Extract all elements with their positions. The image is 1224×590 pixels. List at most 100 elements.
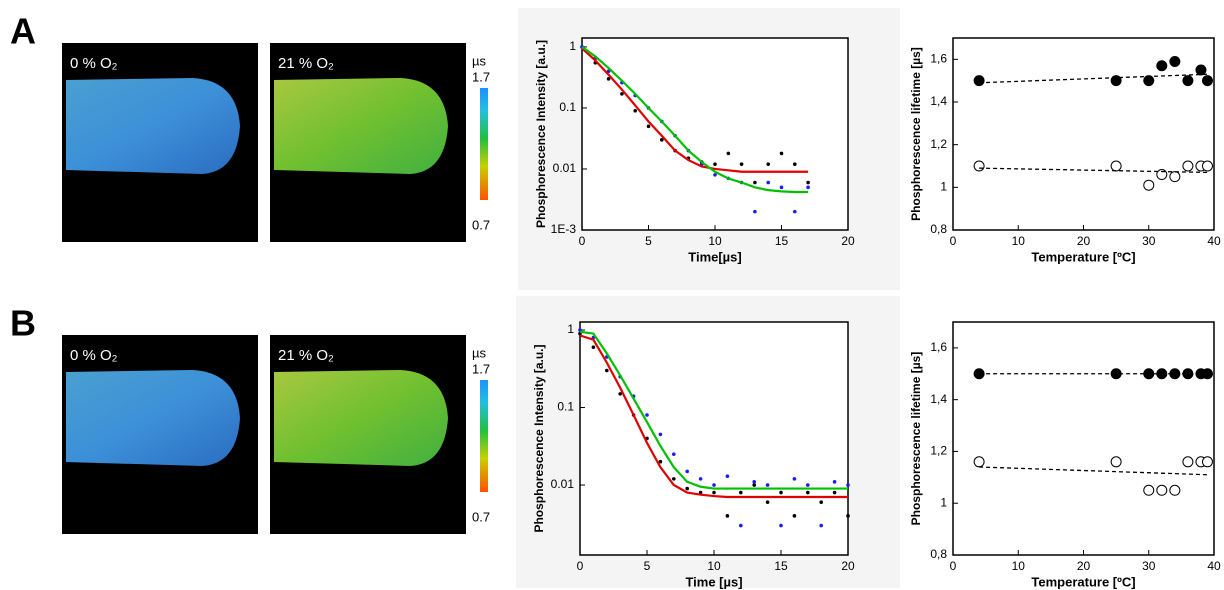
data-point [1143, 179, 1155, 191]
data-point [1143, 484, 1155, 496]
y-axis-label: Phosphorescence lifetime [µs] [909, 352, 923, 526]
specimen [274, 370, 448, 466]
colorbar-unit: µs [472, 53, 486, 68]
x-axis-label: Time [µs] [685, 574, 742, 589]
data-point [658, 459, 663, 464]
colorbar-min: 0.7 [472, 509, 490, 524]
x-tick-label: 0 [577, 559, 584, 573]
image-label: 21 % O₂ [278, 347, 334, 364]
data-point [633, 108, 637, 113]
fit-line [579, 334, 848, 499]
data-point [792, 477, 797, 481]
trend-line [979, 73, 1208, 84]
data-point [793, 162, 797, 166]
data-point [1182, 75, 1194, 87]
data-point [1110, 456, 1122, 468]
x-tick-label: 10 [1012, 559, 1026, 573]
data-point [698, 477, 703, 481]
fit-line [581, 47, 809, 173]
y-tick-label: 1 [940, 495, 947, 509]
x-axis-label: Temperature [ºC] [1031, 574, 1135, 589]
data-point [1201, 75, 1213, 87]
y-tick-label: 0.01 [553, 161, 577, 175]
data-point [646, 124, 651, 129]
x-tick-label: 5 [645, 234, 652, 248]
data-point [1169, 171, 1181, 183]
x-tick-label: 15 [774, 559, 788, 573]
x-tick-label: 40 [1207, 234, 1221, 248]
data-point [725, 474, 730, 478]
data-point [753, 180, 757, 185]
specimen [66, 78, 240, 174]
data-point [712, 490, 716, 495]
data-point [832, 480, 837, 484]
data-point [779, 151, 784, 156]
x-tick-label: 30 [1142, 234, 1156, 248]
colorbar [480, 88, 488, 200]
data-point [685, 469, 689, 474]
plot-area [579, 321, 849, 556]
data-point [819, 523, 823, 528]
x-tick-label: 5 [644, 559, 651, 573]
x-tick-label: 0 [950, 559, 957, 573]
x-tick-label: 0 [579, 234, 586, 248]
image-label: 0 % O₂ [70, 347, 118, 364]
y-tick-label: 1 [567, 322, 574, 336]
y-tick-label: 1 [940, 180, 947, 194]
data-point [698, 490, 703, 495]
data-point [739, 162, 744, 166]
data-point [712, 483, 716, 487]
data-point [765, 483, 770, 487]
x-tick-label: 10 [708, 234, 722, 248]
y-tick-label: 1E-3 [551, 222, 577, 236]
y-axis-label: Phosphorescence lifetime [µs] [909, 47, 923, 221]
data-point [806, 185, 810, 190]
x-tick-label: 40 [1207, 559, 1221, 573]
data-point [713, 162, 717, 166]
y-axis-label: Phosphorescence Intensity [a.u.] [534, 40, 548, 228]
data-point [645, 413, 649, 417]
data-point [713, 173, 717, 177]
data-point [606, 77, 611, 81]
data-point [752, 483, 756, 487]
data-point [1169, 484, 1181, 496]
data-point [1182, 160, 1194, 172]
data-point [660, 138, 664, 142]
data-point [739, 490, 743, 495]
y-tick-label: 1,2 [930, 444, 947, 458]
data-point [753, 209, 757, 214]
trend-line [979, 466, 1208, 476]
y-tick-label: 0,8 [930, 547, 947, 561]
y-tick-label: 0.01 [551, 477, 575, 491]
x-tick-label: 20 [841, 234, 855, 248]
data-point [752, 480, 756, 484]
data-point [806, 490, 810, 495]
data-point [672, 477, 676, 481]
y-tick-label: 0.1 [559, 100, 576, 114]
data-point [819, 500, 823, 505]
data-point [1169, 55, 1181, 67]
fit-line [581, 46, 809, 194]
x-tick-label: 30 [1142, 559, 1156, 573]
y-axis-label: Phosphorescence Intensity [a.u.] [532, 344, 546, 532]
data-point [658, 432, 663, 437]
data-point [792, 514, 797, 518]
y-tick-label: 1,4 [930, 392, 947, 406]
data-point [1195, 64, 1207, 76]
data-point [1201, 160, 1213, 172]
data-point [765, 500, 770, 505]
colorbar [480, 380, 488, 492]
y-tick-label: 1,4 [930, 94, 947, 108]
data-point [1156, 484, 1168, 496]
x-tick-label: 20 [1077, 559, 1091, 573]
x-axis-label: Temperature [ºC] [1031, 249, 1135, 264]
image-label: 0 % O₂ [70, 55, 118, 72]
colorbar-min: 0.7 [472, 217, 490, 232]
data-point [591, 345, 596, 350]
data-point [779, 185, 784, 190]
data-point [846, 514, 850, 518]
colorbar-max: 1.7 [472, 69, 490, 84]
trend-line [979, 167, 1208, 174]
data-point [725, 514, 730, 518]
